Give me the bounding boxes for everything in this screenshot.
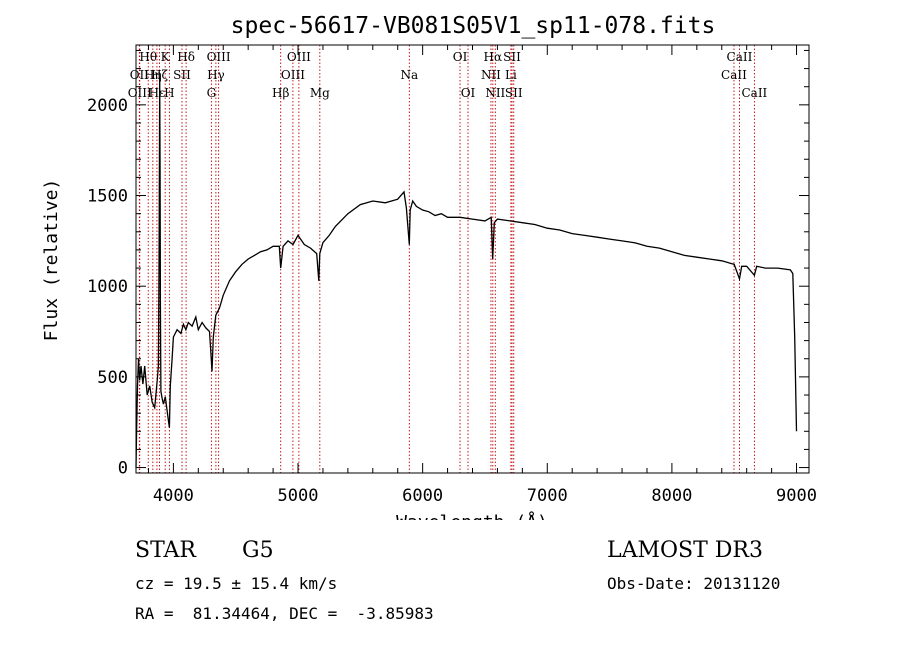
spectral-lines-layer — [138, 45, 755, 473]
coordinates: RA = 81.34464, DEC = -3.85983 — [135, 604, 434, 623]
x-tick-label: 5000 — [278, 486, 319, 506]
y-axis-label: Flux (relative) — [41, 179, 62, 342]
y-tick-label: 0 — [118, 459, 128, 479]
x-tick-label: 8000 — [651, 486, 692, 506]
spectral-line-label: CaII — [741, 86, 767, 100]
spectral-line-label: Hα — [484, 50, 503, 64]
chart-title: spec-56617-VB081S05V1_sp11-078.fits — [231, 13, 716, 39]
spectral-line-label: Li — [505, 68, 517, 82]
spectral-line-label: K — [161, 50, 171, 64]
spectral-line-label: CaII — [727, 50, 753, 64]
spectral-line-label: CaII — [721, 68, 747, 82]
spectral-line-label: OII — [130, 68, 150, 82]
spectral-line-label: Hη — [144, 68, 162, 82]
spectral-line-label: H — [164, 86, 174, 100]
y-tick-label: 1000 — [87, 277, 128, 297]
redshift-velocity: cz = 19.5 ± 15.4 km/s — [135, 574, 338, 593]
spectral-line-label: Hθ — [139, 50, 157, 64]
observation-date: Obs-Date: 20131120 — [607, 574, 781, 593]
survey-name: LAMOST DR3 — [607, 538, 763, 563]
spectral-line-label: Hβ — [272, 86, 289, 100]
spectral-line-label: Na — [400, 68, 418, 82]
spectral-line-label: SII — [173, 68, 191, 82]
axis-tick-labels: 4000 5000 6000 7000 8000 9000 0 500 1000 1500 2000 — [87, 96, 817, 506]
spectral-line-label: NII — [481, 68, 501, 82]
spectral-line-label: Hε — [149, 86, 166, 100]
spectral-line-label: OIII — [128, 86, 152, 100]
spectral-line-label: OI — [461, 86, 476, 100]
x-tick-label: 6000 — [402, 486, 443, 506]
spectrum-line — [135, 77, 798, 468]
spectral-line-label: OIII — [281, 68, 305, 82]
y-tick-label: 2000 — [87, 96, 128, 116]
spectral-line-label: Hγ — [207, 68, 225, 82]
spectral-line-label: Hζ — [151, 68, 168, 82]
x-tick-label: 7000 — [527, 486, 568, 506]
spectral-line-label: NII — [485, 86, 505, 100]
x-tick-label: 9000 — [776, 486, 817, 506]
spectral-line-label: Hδ — [177, 50, 195, 64]
spectral-line-label: OIII — [207, 50, 231, 64]
y-tick-label: 500 — [97, 368, 128, 388]
spectral-line-label: OIII — [287, 50, 311, 64]
spectral-line-label: OI — [453, 50, 468, 64]
object-type: STAR — [135, 538, 196, 563]
spectrum-chart: spec-56617-VB081S05V1_sp11-078.fits Hθ OI… — [41, 13, 817, 520]
spectral-line-labels: Hθ OII OIII Hη Hε K Hζ H SII Hδ OIII Hγ G Hβ OIII OIII M… — [128, 50, 768, 100]
spectral-line-label: SII — [505, 86, 523, 100]
x-tick-label: 4000 — [153, 486, 194, 506]
spectral-line-label: Mg — [310, 86, 330, 100]
spectral-line-label: SII — [503, 50, 521, 64]
spectral-subclass: G5 — [242, 538, 274, 563]
y-tick-label: 1500 — [87, 187, 128, 207]
x-axis-label: Wavelength (Å) — [396, 511, 548, 520]
axis-ticks — [136, 45, 809, 473]
spectral-line-label: G — [207, 86, 217, 100]
